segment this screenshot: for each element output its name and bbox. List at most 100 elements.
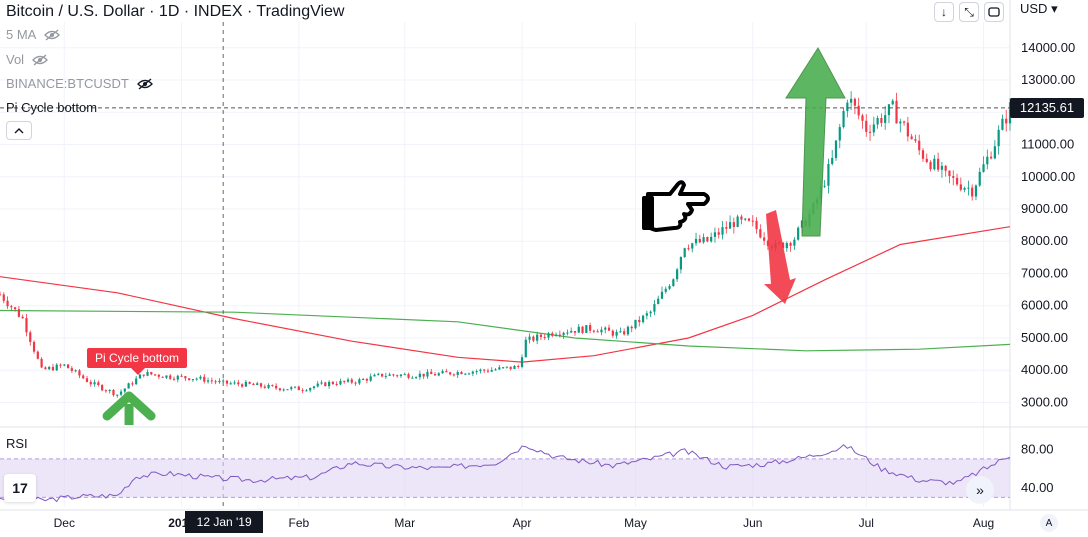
candle-body (104, 390, 108, 392)
candle-body (993, 146, 996, 159)
candle-body (248, 381, 251, 384)
legend-compare[interactable]: BINANCE:BTCUSDT (6, 76, 153, 91)
pointing-hand-outline (644, 180, 710, 232)
candle-body (66, 364, 70, 369)
candle-body (286, 389, 289, 391)
candle-body (252, 383, 255, 386)
candle-body (721, 227, 724, 235)
candle-body (449, 372, 452, 375)
candle-body (305, 390, 308, 392)
candle-body (539, 334, 543, 337)
long-ma-line (0, 226, 1011, 363)
hidden-eye-icon[interactable] (44, 29, 61, 41)
candle-body (388, 374, 391, 376)
candle-body (751, 220, 754, 222)
candle-body (392, 374, 395, 376)
restore-pane-button[interactable] (984, 2, 1004, 22)
green-chevron-up-annotation (102, 391, 156, 421)
pi-cycle-signal-label: Pi Cycle bottom (87, 348, 188, 375)
candle-body (872, 124, 875, 133)
candle-body (437, 373, 440, 376)
hidden-eye-icon[interactable] (32, 54, 48, 66)
candle-body (600, 329, 603, 333)
hidden-eye-icon[interactable] (136, 78, 153, 90)
pointing-hand-icon (642, 180, 710, 232)
candle-body (244, 381, 247, 387)
candle-body (229, 383, 232, 385)
candle-body (611, 330, 614, 336)
candle-body (899, 121, 902, 124)
candle-body (910, 136, 913, 140)
candle-body (146, 372, 149, 376)
currency-selector[interactable]: USD ▾ (1020, 1, 1058, 17)
candle-body (433, 374, 437, 376)
candle-body (623, 331, 626, 335)
candle-body (638, 319, 641, 323)
candle-body (278, 388, 282, 391)
candle-body (418, 373, 421, 378)
candle-body (335, 384, 338, 386)
legend-compare-label: BINANCE:BTCUSDT (6, 76, 129, 91)
candle-body (430, 371, 433, 375)
candle-body (793, 239, 796, 246)
candle-body (641, 315, 645, 323)
candle-body (199, 376, 202, 379)
candle-body (456, 371, 459, 376)
candle-body (755, 220, 758, 230)
legend-vol-label: Vol (6, 52, 25, 67)
legend-vol[interactable]: Vol (6, 52, 48, 67)
candle-body (17, 309, 21, 317)
candle-body (44, 367, 47, 370)
candle-body (702, 237, 705, 243)
candle-body (2, 294, 5, 301)
candle-body (426, 371, 429, 377)
y-tick-label: 5000.00 (1021, 330, 1068, 345)
candle-body (925, 158, 928, 163)
candle-body (736, 216, 739, 227)
rsi-pane-label[interactable]: RSI (6, 436, 28, 451)
candle-body (74, 370, 77, 372)
auto-scale-button[interactable]: A (1040, 514, 1058, 532)
candle-body (210, 380, 213, 382)
candle-body (365, 379, 369, 381)
candle-body (180, 375, 183, 377)
candle-body (732, 222, 735, 227)
candle-body (358, 379, 361, 384)
candle-body (763, 237, 766, 241)
candle-body (312, 386, 316, 389)
candle-body (706, 237, 709, 242)
candle-body (471, 371, 474, 374)
candle-body (490, 370, 493, 372)
maximize-pane-button[interactable]: ⤡ (959, 2, 979, 22)
candle-body (861, 115, 864, 121)
candle-body (460, 371, 463, 375)
symbol-title[interactable]: Bitcoin / U.S. Dollar · 1D · INDEX · Tra… (6, 3, 345, 20)
candle-body (944, 165, 947, 171)
y-tick-label: 11000.00 (1021, 137, 1074, 152)
candle-body (184, 376, 187, 379)
collapse-legend-button[interactable] (6, 121, 32, 140)
candle-body (346, 379, 350, 382)
candle-body (528, 336, 531, 340)
legend-indicator[interactable]: Pi Cycle bottom (6, 100, 97, 115)
candle-body (513, 366, 516, 370)
candle-body (127, 383, 130, 389)
restore-icon (988, 7, 1000, 17)
candle-body (676, 269, 679, 280)
candle-body (403, 374, 406, 376)
tradingview-logo[interactable]: 17 (4, 474, 36, 502)
candle-body (967, 187, 970, 189)
candle-body (191, 379, 195, 381)
candle-body (634, 319, 637, 329)
legend-ma[interactable]: 5 MA (6, 27, 61, 42)
candle-body (267, 384, 270, 388)
candle-body (906, 122, 909, 137)
candle-body (97, 382, 100, 386)
move-down-button[interactable]: ↓ (934, 2, 954, 22)
candle-body (271, 384, 274, 386)
scroll-to-realtime-button[interactable]: » (966, 476, 994, 504)
candle-body (725, 227, 728, 229)
candle-body (918, 140, 921, 151)
candle-body (645, 313, 648, 316)
